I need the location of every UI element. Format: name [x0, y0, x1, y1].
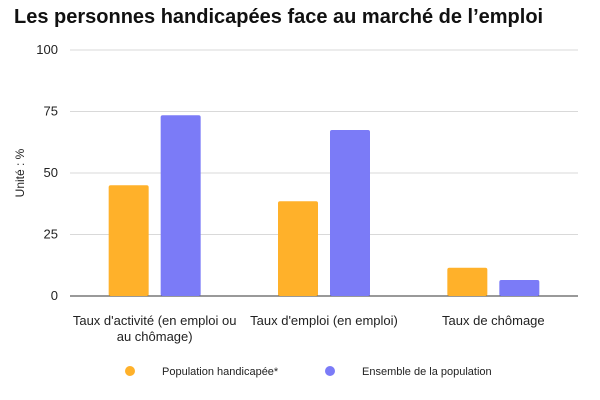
y-axis-title: Unité : % [13, 148, 27, 197]
chart-title: Les personnes handicapées face au marché… [14, 6, 544, 28]
category-labels: Taux d'activité (en emploi ou au chômage)… [73, 313, 545, 344]
bar [160, 115, 201, 296]
bar [330, 129, 370, 296]
legend-label: Ensemble de la population [362, 366, 492, 378]
category-label: Taux d'activité (en emploi ou au chômage) [73, 313, 237, 344]
y-tick-label: 25 [44, 227, 58, 242]
bar [278, 201, 318, 296]
legend: Population handicapée* Ensemble de la pop… [125, 366, 492, 378]
y-tick-label: 0 [51, 288, 58, 303]
bars [108, 115, 540, 296]
legend-label: Population handicapée* [162, 366, 279, 378]
y-tick-label: 50 [44, 165, 58, 180]
bar [108, 185, 149, 296]
bar [447, 267, 488, 296]
y-tick-labels: 0 25 50 75 100 [36, 42, 58, 303]
legend-swatch [125, 366, 135, 376]
category-label: Taux de chômage [442, 313, 545, 328]
bar [499, 280, 540, 296]
gridlines [70, 49, 578, 297]
y-tick-label: 100 [36, 42, 58, 57]
category-label: Taux d'emploi (en emploi) [250, 313, 398, 328]
legend-swatch [325, 366, 335, 376]
y-tick-label: 75 [44, 104, 58, 119]
